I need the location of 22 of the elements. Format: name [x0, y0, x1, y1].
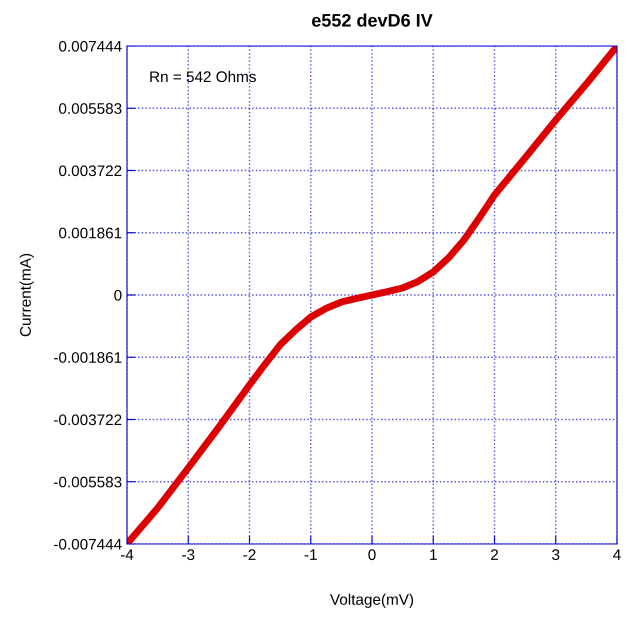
x-tick-label: 1: [430, 549, 437, 560]
x-tick-label: 4: [613, 549, 621, 560]
y-tick-label: 0.007444: [59, 40, 122, 52]
x-tick-label: -4: [120, 549, 134, 560]
y-tick-label: 0.003722: [59, 165, 122, 176]
x-tick-label: 3: [552, 549, 560, 560]
x-tick-label: -2: [243, 549, 256, 560]
y-tick-label: -0.001861: [54, 352, 122, 363]
chart-title: e552 devD6 IV: [312, 13, 433, 27]
x-tick-label: 2: [491, 549, 498, 560]
y-tick-label: 0.005583: [59, 103, 122, 114]
x-tick-label: -3: [182, 549, 194, 560]
x-tick-label: -1: [304, 549, 317, 560]
x-tick-label: 0: [368, 549, 376, 560]
x-axis-title: Voltage(mV): [330, 594, 414, 608]
y-axis-title: Current(mA): [20, 254, 34, 336]
y-tick-label: 0: [114, 290, 122, 301]
y-tick-label: 0.001861: [59, 228, 122, 238]
y-tick-label: -0.007444: [54, 538, 122, 550]
y-tick-label: -0.005583: [54, 476, 122, 488]
annotation: Rn = 542 Ohms: [150, 70, 256, 82]
y-tick-label: -0.003722: [54, 414, 122, 426]
